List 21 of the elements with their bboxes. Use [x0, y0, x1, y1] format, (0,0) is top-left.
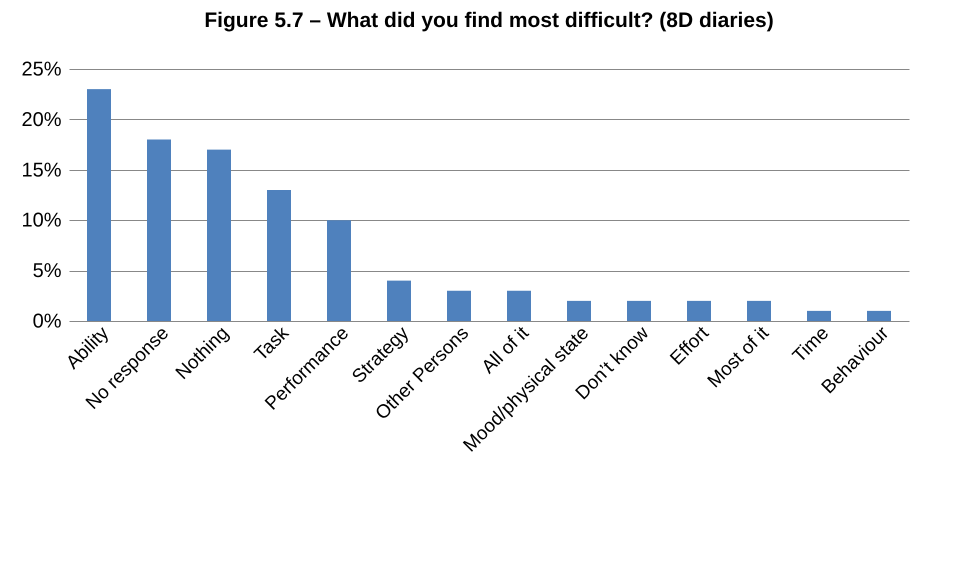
bar [87, 89, 111, 321]
y-tick-label: 15% [21, 159, 62, 182]
bar [267, 190, 291, 321]
bar [327, 220, 351, 321]
bar [387, 280, 411, 321]
y-tick-label: 20% [21, 108, 62, 131]
y-tick-label: 25% [21, 58, 62, 80]
bar [807, 310, 831, 321]
bar [207, 150, 231, 321]
bar [507, 290, 531, 321]
y-tick-label: 0% [32, 310, 62, 332]
bar [867, 310, 891, 321]
bar [687, 300, 711, 321]
bar [747, 300, 771, 321]
bar [627, 300, 651, 321]
y-tick-label: 5% [32, 260, 62, 282]
bar [147, 140, 171, 321]
bar [567, 300, 591, 321]
y-tick-label: 10% [21, 210, 62, 232]
bar [447, 290, 471, 321]
chart-title: Figure 5.7 – What did you find most difficult? (8D diaries) [204, 9, 774, 32]
